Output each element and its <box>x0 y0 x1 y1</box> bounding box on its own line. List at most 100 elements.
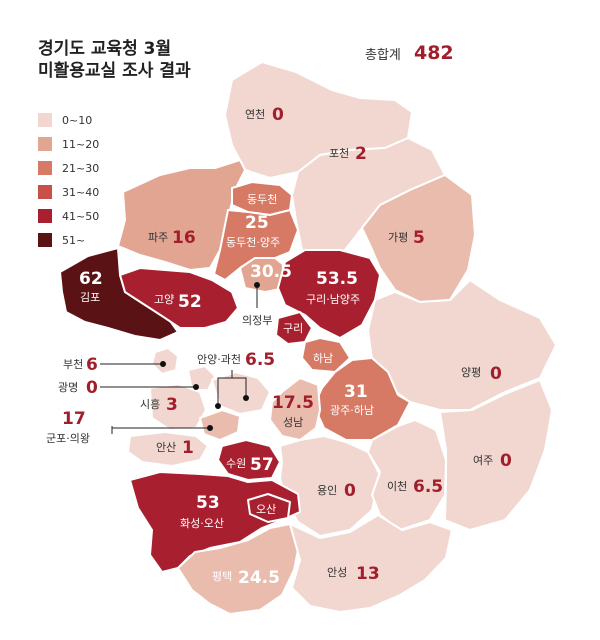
region-gimpo[interactable] <box>59 247 179 341</box>
label-dongducheon-yangju-name: 동두천·양주 <box>226 235 280 249</box>
region-seongnam[interactable] <box>269 377 321 441</box>
label-gwangju-hanam-name: 광주·하남 <box>330 403 374 417</box>
region-guri-namyangju[interactable] <box>277 249 381 339</box>
region-gwangmyeong[interactable] <box>187 365 216 391</box>
leader-gunpo <box>111 426 210 434</box>
legend-item: 11~20 <box>38 132 99 156</box>
dot-gunpo <box>207 425 213 431</box>
label-ansan-name: 안산 <box>156 441 176 454</box>
leader-anyang <box>217 370 247 406</box>
legend-swatch <box>38 185 52 199</box>
label-bucheon-name: 부천 <box>63 357 83 371</box>
title-line-2: 미활용교실 조사 결과 <box>38 61 191 81</box>
total-summary: 총합계 482 <box>365 42 454 64</box>
region-yongin[interactable] <box>279 435 381 537</box>
region-pyeongtaek[interactable] <box>177 523 301 615</box>
label-anseong-name: 안성 <box>327 566 347 579</box>
label-paju-value: 16 <box>172 228 196 248</box>
legend-swatch <box>38 161 52 175</box>
region-suwon[interactable] <box>217 439 281 481</box>
label-goyang-name: 고양 <box>154 293 174 306</box>
label-guri-namyangju-value: 53.5 <box>316 269 358 289</box>
legend-item: 21~30 <box>38 156 99 180</box>
label-anseong-value: 13 <box>356 564 380 584</box>
dot-uijeongbu <box>254 282 260 288</box>
legend-item: 31~40 <box>38 180 99 204</box>
label-suwon-value: 57 <box>250 455 274 475</box>
total-value: 482 <box>413 42 454 64</box>
label-uijeongbu-name: 의정부 <box>242 314 272 327</box>
map-title: 경기도 교육청 3월 미활용교실 조사 결과 <box>38 38 191 82</box>
label-guri-name: 구리 <box>283 322 303 335</box>
label-uijeongbu-value: 30.5 <box>250 262 292 282</box>
label-goyang-value: 52 <box>178 292 202 312</box>
label-icheon-name: 이천 <box>387 479 407 493</box>
label-suwon-name: 수원 <box>226 457 246 470</box>
label-yongin-name: 용인 <box>317 484 337 497</box>
label-yongin-value: 0 <box>344 481 356 501</box>
label-anyang-gwacheon-name: 안양·과천 <box>197 352 241 366</box>
legend-swatch <box>38 209 52 223</box>
label-siheung-value: 3 <box>166 395 178 415</box>
label-guri-namyangju-name: 구리·남양주 <box>306 293 360 306</box>
region-goyang[interactable] <box>119 267 239 329</box>
legend-label: 31~40 <box>62 185 100 199</box>
legend-label: 51~ <box>62 233 86 247</box>
label-osan-name: 오산 <box>256 503 276 516</box>
label-gwangju-hanam-value: 31 <box>344 382 368 402</box>
region-yeoju[interactable] <box>439 379 553 531</box>
label-yeoju-name: 여주 <box>473 454 493 467</box>
region-anyang-gwacheon[interactable] <box>211 371 271 415</box>
label-anyang-gwacheon-value: 6.5 <box>245 350 275 370</box>
label-yeoncheon-value: 0 <box>272 105 284 125</box>
label-yeoju-value: 0 <box>500 451 512 471</box>
dot-gwangmyeong <box>193 384 199 390</box>
label-dongducheon-yangju-value: 25 <box>245 213 269 233</box>
total-label: 총합계 <box>365 48 401 63</box>
label-gwangmyeong-name: 광명 <box>58 381 78 394</box>
label-icheon-value: 6.5 <box>413 477 443 497</box>
dot-anyang <box>215 403 221 409</box>
label-yeoncheon-name: 연천 <box>245 107 265 121</box>
legend-swatch <box>38 233 52 247</box>
legend-swatch <box>38 137 52 151</box>
legend-swatch <box>38 113 52 127</box>
legend-label: 0~10 <box>62 113 93 127</box>
label-hwaseong-osan-name: 화성·오산 <box>180 517 224 530</box>
region-ansan[interactable] <box>127 431 209 467</box>
label-gapyeong-name: 가평 <box>388 231 408 244</box>
region-anseong[interactable] <box>289 514 453 613</box>
title-line-1: 경기도 교육청 3월 <box>38 39 172 59</box>
label-ansan-value: 1 <box>182 438 194 458</box>
legend-label: 11~20 <box>62 137 100 151</box>
label-bucheon-value: 6 <box>86 355 98 375</box>
legend-item: 0~10 <box>38 108 99 132</box>
label-pyeongtaek-name: 평택 <box>212 570 232 583</box>
label-yangpyeong-value: 0 <box>490 364 502 384</box>
label-gapyeong-value: 5 <box>413 228 425 248</box>
label-dongducheon-name: 동두천 <box>247 192 277 206</box>
label-hwaseong-osan-value: 53 <box>196 493 220 513</box>
label-hanam-name: 하남 <box>313 351 333 365</box>
label-gunpo-uiwang-value: 17 <box>62 409 86 429</box>
label-seongnam-value: 17.5 <box>272 393 314 413</box>
dot-bucheon <box>160 361 166 367</box>
region-icheon[interactable] <box>367 419 447 531</box>
region-hanam[interactable] <box>301 337 351 373</box>
dot-gwacheon <box>243 395 249 401</box>
legend-label: 41~50 <box>62 209 100 223</box>
label-gunpo-uiwang-name: 군포·의왕 <box>46 432 90 445</box>
label-seongnam-name: 성남 <box>283 416 303 429</box>
region-osan[interactable] <box>247 493 291 523</box>
legend: 0~10 11~20 21~30 31~40 41~50 51~ <box>38 108 99 252</box>
legend-item: 41~50 <box>38 204 99 228</box>
region-gunpo-uiwang[interactable] <box>199 409 241 441</box>
label-pocheon-value: 2 <box>355 144 367 164</box>
label-paju-name: 파주 <box>148 231 168 244</box>
region-bucheon[interactable] <box>151 347 179 375</box>
label-gimpo-name: 김포 <box>80 291 100 304</box>
label-gwangmyeong-value: 0 <box>86 378 98 398</box>
label-gimpo-value: 62 <box>79 269 103 289</box>
legend-label: 21~30 <box>62 161 100 175</box>
